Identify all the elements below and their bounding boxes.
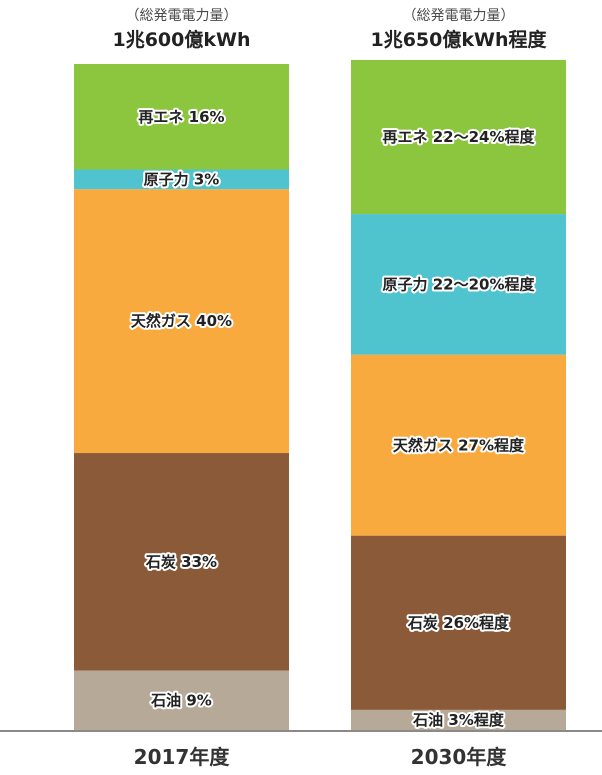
segment-石炭-2 <box>351 535 566 710</box>
segment-石油-2 <box>351 709 566 730</box>
segment-天然ガス-2 <box>351 354 566 536</box>
segment-label-再エネ-1: 再エネ 16% <box>138 108 224 126</box>
segment-label-天然ガス-2: 天然ガス 27%程度 <box>393 436 525 454</box>
segment-label-石油-2: 石油 3%程度 <box>412 711 505 729</box>
header-subtitle-1: （総発電電力量） <box>126 8 238 24</box>
segment-再エネ-1 <box>74 64 289 170</box>
segment-label-再エネ-2: 再エネ 22〜24%程度 <box>382 128 535 146</box>
segment-label-石油-1: 石油 9% <box>150 691 212 709</box>
segment-label-石炭-2: 石炭 26%程度 <box>407 614 510 632</box>
header-title-2: 1兆650億kWh程度 <box>370 28 547 51</box>
segment-label-原子力-2: 原子力 22〜20%程度 <box>382 275 535 293</box>
header-title-1: 1兆600億kWh <box>112 28 250 51</box>
segment-原子力-2 <box>351 214 566 355</box>
segment-label-天然ガス-1: 天然ガス 40% <box>131 312 232 330</box>
segment-石炭-1 <box>74 453 289 671</box>
category-label-1: 2017年度 <box>134 745 231 769</box>
header-subtitle-2: （総発電電力量） <box>403 8 515 24</box>
category-label-2: 2030年度 <box>411 745 508 769</box>
segment-label-石炭-1: 石炭 33% <box>145 553 217 571</box>
segment-再エネ-2 <box>351 60 566 215</box>
segment-label-原子力-1: 原子力 3% <box>144 170 220 188</box>
segment-原子力-1 <box>74 169 289 190</box>
segment-石油-1 <box>74 670 289 730</box>
segment-天然ガス-1 <box>74 189 289 454</box>
